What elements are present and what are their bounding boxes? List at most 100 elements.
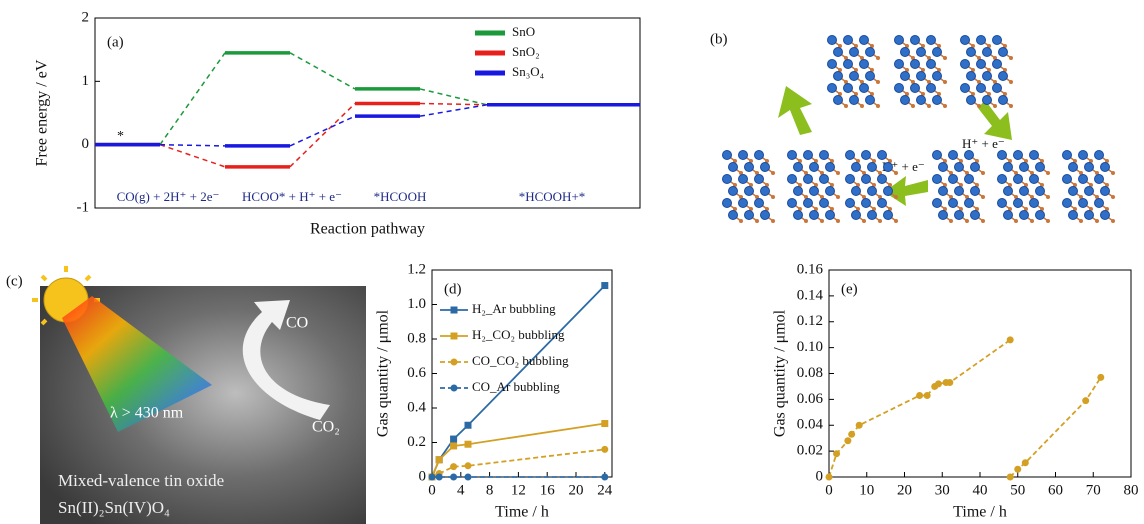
tin-atom: [804, 175, 813, 184]
series-line: [432, 424, 605, 477]
product: CO: [286, 315, 308, 332]
tin-atom: [971, 187, 980, 196]
legend-label: CO_CO₂ bubbling: [472, 353, 569, 368]
tin-atom: [828, 36, 837, 45]
oxygen-atom: [1111, 195, 1115, 199]
tin-atom: [933, 96, 942, 105]
tin-atom: [998, 151, 1007, 160]
oxygen-atom: [977, 104, 981, 108]
marker: [429, 474, 436, 481]
connector: [420, 105, 487, 116]
crystal: [828, 36, 881, 109]
tin-atom: [826, 163, 835, 172]
oxygen-atom: [878, 219, 882, 223]
oxygen-atom: [1111, 171, 1115, 175]
tin-atom: [977, 60, 986, 69]
tin-atom: [967, 48, 976, 57]
tin-atom: [846, 175, 855, 184]
oxygen-atom: [981, 171, 985, 175]
tin-atom: [852, 211, 861, 220]
oxygen-atom: [755, 219, 759, 223]
tin-atom: [999, 72, 1008, 81]
tin-atom: [911, 36, 920, 45]
panel-label: (a): [107, 34, 124, 50]
tin-atom: [961, 60, 970, 69]
tin-atom: [933, 48, 942, 57]
tin-atom: [868, 187, 877, 196]
legend-marker: [451, 359, 458, 366]
tin-atom: [971, 163, 980, 172]
tin-atom: [846, 151, 855, 160]
oxygen-atom: [1009, 56, 1013, 60]
panel-label: (c): [6, 273, 23, 289]
legend-marker: [451, 385, 458, 392]
tin-atom: [1004, 187, 1013, 196]
tin-atom: [729, 163, 738, 172]
tin-atom: [723, 175, 732, 184]
tin-atom: [939, 211, 948, 220]
marker: [436, 474, 443, 481]
tin-atom: [1101, 211, 1110, 220]
tin-atom: [862, 175, 871, 184]
tin-atom: [955, 163, 964, 172]
x-tick-label: 50: [1010, 482, 1025, 498]
x-axis-label: Time / h: [953, 504, 1007, 521]
tin-atom: [739, 175, 748, 184]
marker: [844, 437, 851, 444]
oxygen-atom: [1014, 219, 1018, 223]
marker: [450, 463, 457, 470]
oxygen-atom: [1046, 171, 1050, 175]
crystal: [1063, 151, 1116, 224]
tin-atom: [729, 187, 738, 196]
marker: [935, 380, 942, 387]
marker: [436, 456, 443, 463]
tin-atom: [794, 211, 803, 220]
tin-atom: [755, 151, 764, 160]
y-tick-label: 0.04: [797, 417, 824, 433]
tin-atom: [983, 48, 992, 57]
figure: (c) CO CO₂ λ > 430 nm Mixed-valence tin …: [0, 0, 1144, 524]
oxygen-atom: [993, 104, 997, 108]
tin-atom: [755, 199, 764, 208]
x-tick-label: 60: [1048, 482, 1063, 498]
marker: [856, 422, 863, 429]
tin-atom: [788, 151, 797, 160]
tin-atom: [933, 175, 942, 184]
tin-atom: [993, 36, 1002, 45]
oxygen-atom: [836, 195, 840, 199]
tin-atom: [820, 151, 829, 160]
category-label: CO(g) + 2H⁺ + 2e⁻: [117, 189, 220, 204]
x-tick-label: 20: [897, 482, 912, 498]
tin-atom: [999, 96, 1008, 105]
tin-atom: [729, 211, 738, 220]
legend-label: Sn₃O₄: [512, 64, 545, 79]
tin-atom: [820, 199, 829, 208]
tin-atom: [901, 48, 910, 57]
marker: [1014, 466, 1021, 473]
oxygen-atom: [949, 219, 953, 223]
tin-atom: [1085, 163, 1094, 172]
tin-atom: [1063, 175, 1072, 184]
tin-atom: [895, 60, 904, 69]
tin-atom: [1095, 151, 1104, 160]
oxygen-atom: [739, 219, 743, 223]
tin-atom: [1030, 175, 1039, 184]
crystal: [846, 151, 899, 224]
tin-atom: [1004, 163, 1013, 172]
tin-atom: [1085, 211, 1094, 220]
marker: [601, 282, 608, 289]
tin-atom: [1020, 163, 1029, 172]
marker: [1022, 459, 1029, 466]
arrow: [778, 86, 812, 135]
wavelength: λ > 430 nm: [110, 405, 184, 422]
crystal: [998, 151, 1051, 224]
tin-atom: [826, 211, 835, 220]
tin-atom: [1036, 187, 1045, 196]
marker: [1007, 474, 1014, 481]
tin-atom: [804, 199, 813, 208]
tin-atom: [739, 151, 748, 160]
x-tick-label: 0: [428, 482, 436, 498]
oxygen-atom: [943, 56, 947, 60]
marker: [465, 462, 472, 469]
tin-atom: [933, 72, 942, 81]
